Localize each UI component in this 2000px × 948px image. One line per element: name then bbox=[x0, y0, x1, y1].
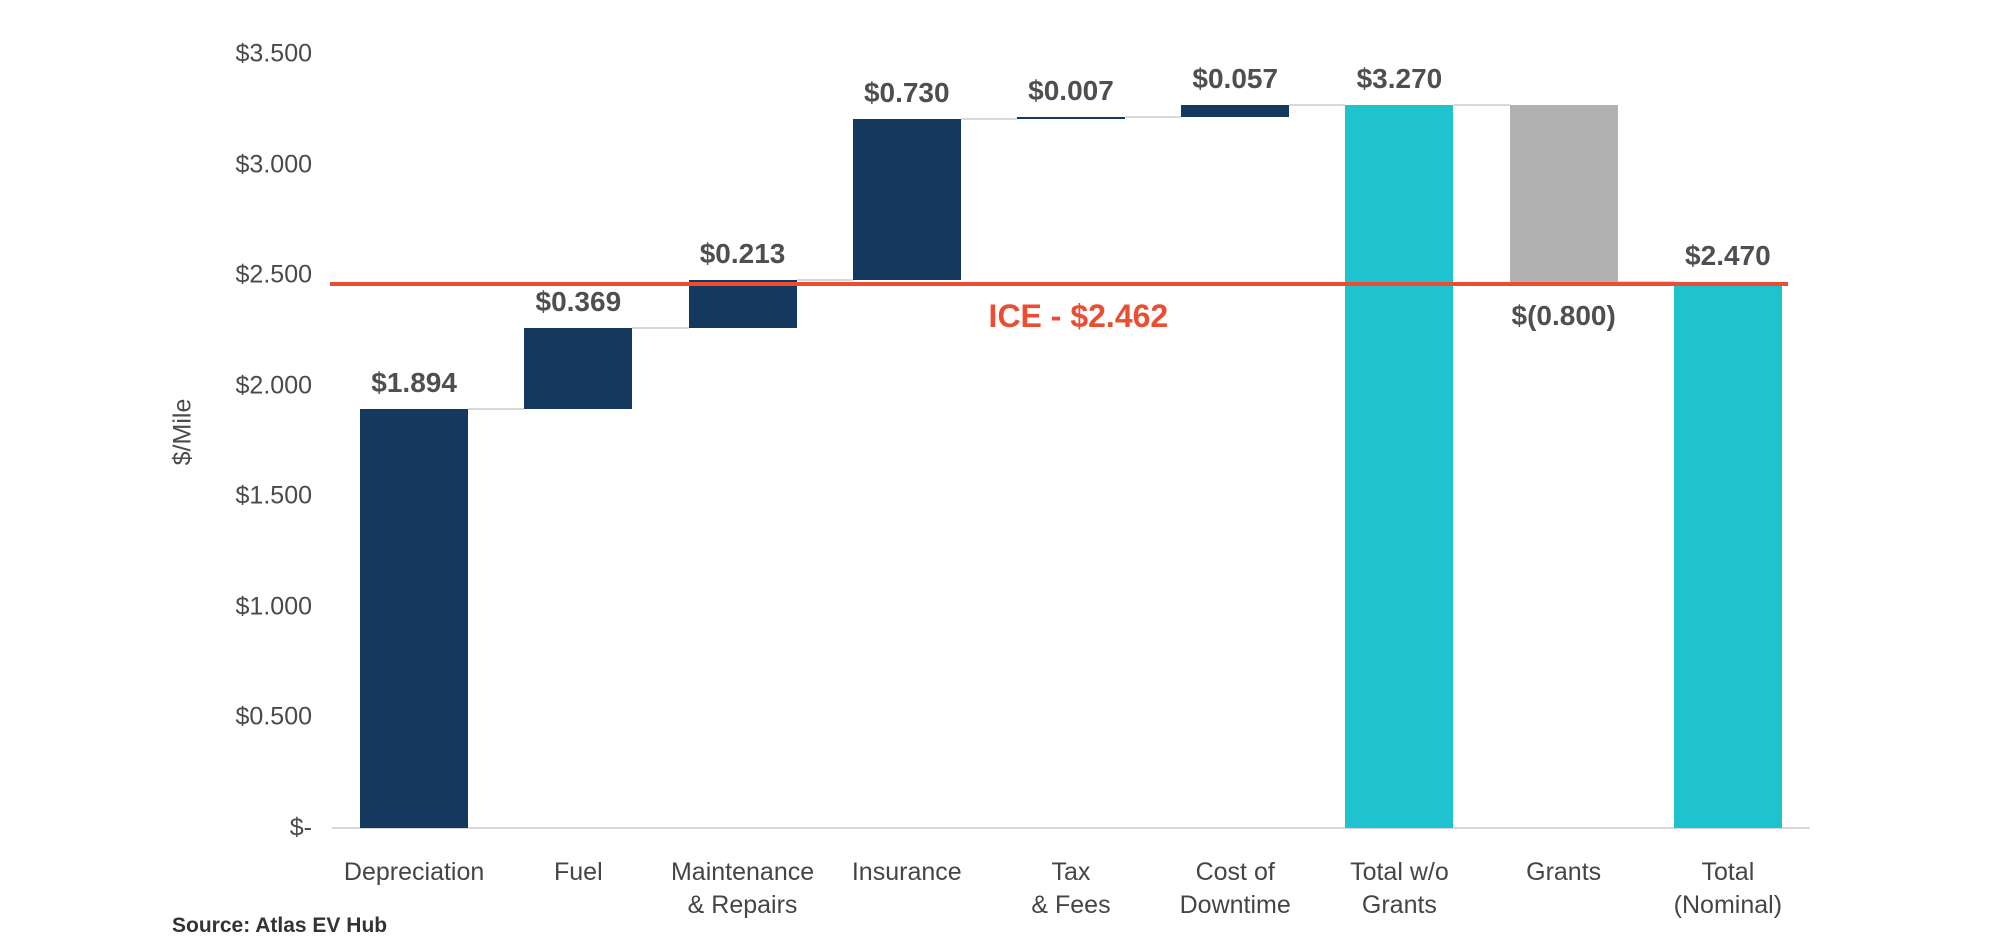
bar-value-label: $0.369 bbox=[535, 285, 622, 317]
y-tick-label: $0.500 bbox=[235, 702, 312, 731]
source-note: Source: Atlas EV Hub bbox=[172, 914, 388, 937]
bar-value-label: $0.007 bbox=[1028, 75, 1114, 107]
bar-value-label: $2.470 bbox=[1685, 239, 1771, 271]
waterfall-connector bbox=[468, 408, 525, 411]
x-axis-category-label: Tax & Fees bbox=[1031, 858, 1111, 919]
y-axis: $3.500 $3.000 $2.500 $2.000 $1.500 $1.000 $0.5… bbox=[100, 40, 312, 842]
y-tick-label: $1.000 bbox=[235, 592, 312, 621]
bar-grants bbox=[1509, 104, 1618, 282]
waterfall-connector bbox=[960, 118, 1017, 121]
waterfall-connector bbox=[1289, 103, 1346, 106]
waterfall-connector bbox=[796, 279, 853, 282]
x-axis-line bbox=[332, 827, 1810, 829]
x-axis-category-label: Cost of Downtime bbox=[1179, 858, 1291, 919]
bar-value-label: $0.057 bbox=[1192, 62, 1279, 94]
bar-depreciation bbox=[360, 409, 469, 828]
x-axis-category-label: Total w/o Grants bbox=[1350, 858, 1449, 919]
ice-reference-label: ICE - $2.462 bbox=[988, 297, 1169, 334]
waterfall-connector bbox=[1125, 116, 1182, 119]
bar-insurance bbox=[852, 119, 961, 281]
y-tick-label: $3.000 bbox=[235, 150, 312, 179]
bar-value-label: $(0.800) bbox=[1511, 299, 1616, 331]
bar-total-w-o bbox=[1345, 104, 1454, 828]
y-tick-label: $3.500 bbox=[235, 39, 312, 68]
waterfall-connector bbox=[1453, 103, 1510, 106]
x-axis-category-label: Fuel bbox=[554, 858, 603, 886]
bar-value-label: $0.213 bbox=[699, 238, 786, 270]
x-axis-category-label: Insurance bbox=[851, 858, 962, 886]
y-tick-label: $2.000 bbox=[235, 371, 312, 400]
y-tick-label: $- bbox=[289, 813, 312, 842]
plot-area: ICE - $2.462 $1.894 $0.369 $0.213 $0.730 $0.… bbox=[330, 54, 1810, 829]
bar-value-label: $1.894 bbox=[371, 367, 457, 399]
bar-value-label: $0.730 bbox=[863, 77, 950, 109]
bar-tax bbox=[1017, 117, 1125, 120]
x-axis-category-label: Grants bbox=[1526, 858, 1602, 886]
bar-cost-of bbox=[1181, 104, 1290, 118]
bar-total bbox=[1673, 281, 1782, 828]
ice-reference-line bbox=[330, 281, 1788, 286]
x-axis-category-label: Maintenance & Repairs bbox=[670, 858, 815, 919]
y-tick-label: $2.500 bbox=[235, 260, 312, 289]
y-tick-label: $1.500 bbox=[235, 481, 312, 510]
bar-fuel bbox=[524, 327, 633, 410]
waterfall-connector bbox=[632, 326, 689, 329]
x-axis-category-label: Depreciation bbox=[343, 858, 485, 886]
x-axis-labels: Depreciation Fuel Maintenance & Repairs Ins… bbox=[332, 856, 1810, 922]
x-axis-category-label: Total (Nominal) bbox=[1673, 858, 1783, 919]
bar-value-label: $3.270 bbox=[1356, 62, 1443, 94]
bar-maintenance bbox=[688, 280, 797, 328]
